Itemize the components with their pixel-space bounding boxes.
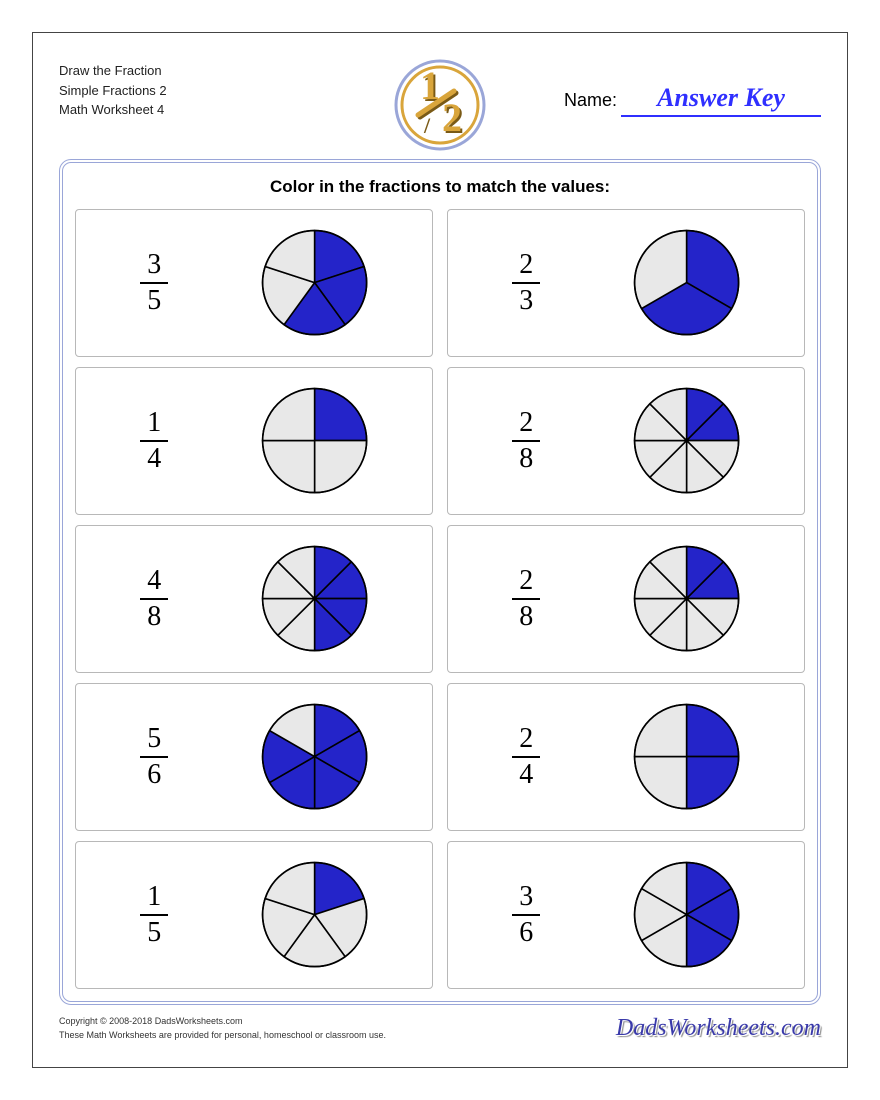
fraction-pie [633, 861, 740, 968]
name-field: Name: Answer Key [564, 59, 821, 117]
problem-cell: 15 [75, 841, 433, 989]
fraction-numerator: 2 [515, 409, 537, 440]
footer-text: Copyright © 2008-2018 DadsWorksheets.com… [59, 1015, 386, 1042]
fraction-numerator: 5 [143, 725, 165, 756]
fraction-pie [261, 545, 368, 652]
fraction-label: 35 [140, 251, 168, 315]
fraction-label: 28 [512, 409, 540, 473]
fraction-denominator: 4 [515, 758, 537, 789]
fraction-numerator: 1 [143, 883, 165, 914]
problem-cell: 28 [447, 525, 805, 673]
header-title-block: Draw the Fraction Simple Fractions 2 Mat… [59, 59, 167, 120]
fraction-label: 24 [512, 725, 540, 789]
footer: Copyright © 2008-2018 DadsWorksheets.com… [59, 1015, 821, 1042]
fraction-numerator: 1 [143, 409, 165, 440]
problem-cell: 56 [75, 683, 433, 831]
fraction-pie [261, 229, 368, 336]
name-value: Answer Key [621, 83, 821, 117]
fraction-label: 15 [140, 883, 168, 947]
fraction-denominator: 8 [515, 442, 537, 473]
half-fraction-icon: 1 1 / 2 2 [394, 59, 486, 151]
fraction-numerator: 3 [143, 251, 165, 282]
fraction-denominator: 6 [143, 758, 165, 789]
header: Draw the Fraction Simple Fractions 2 Mat… [59, 59, 821, 159]
problem-cell: 36 [447, 841, 805, 989]
fraction-denominator: 8 [143, 600, 165, 631]
fraction-numerator: 2 [515, 567, 537, 598]
fraction-numerator: 2 [515, 251, 537, 282]
fraction-numerator: 3 [515, 883, 537, 914]
header-line1: Draw the Fraction [59, 61, 167, 81]
fraction-numerator: 4 [143, 567, 165, 598]
fraction-pie [633, 229, 740, 336]
fraction-label: 36 [512, 883, 540, 947]
fraction-pie [261, 387, 368, 494]
problem-grid: 35231428482856241536 [75, 209, 805, 989]
header-line2: Simple Fractions 2 [59, 81, 167, 101]
fraction-numerator: 2 [515, 725, 537, 756]
worksheet-page: Draw the Fraction Simple Fractions 2 Mat… [32, 32, 848, 1068]
problem-cell: 23 [447, 209, 805, 357]
problem-cell: 28 [447, 367, 805, 515]
problem-cell: 24 [447, 683, 805, 831]
content-frame: Color in the fractions to match the valu… [59, 159, 821, 1005]
logo-badge: 1 1 / 2 2 [394, 59, 486, 156]
header-line3: Math Worksheet 4 [59, 100, 167, 120]
fraction-label: 48 [140, 567, 168, 631]
fraction-pie [261, 703, 368, 810]
fraction-denominator: 6 [515, 916, 537, 947]
problem-cell: 14 [75, 367, 433, 515]
fraction-denominator: 5 [143, 284, 165, 315]
fraction-label: 28 [512, 567, 540, 631]
problem-cell: 48 [75, 525, 433, 673]
problem-cell: 35 [75, 209, 433, 357]
fraction-denominator: 5 [143, 916, 165, 947]
footer-brand: DadsWorksheets.com [616, 1015, 821, 1042]
footer-copyright: Copyright © 2008-2018 DadsWorksheets.com [59, 1015, 386, 1029]
fraction-pie [633, 545, 740, 652]
fraction-denominator: 3 [515, 284, 537, 315]
footer-note: These Math Worksheets are provided for p… [59, 1029, 386, 1043]
fraction-pie [261, 861, 368, 968]
fraction-label: 14 [140, 409, 168, 473]
instructions: Color in the fractions to match the valu… [75, 177, 805, 197]
fraction-denominator: 8 [515, 600, 537, 631]
fraction-label: 56 [140, 725, 168, 789]
name-label: Name: [564, 90, 617, 111]
fraction-pie [633, 387, 740, 494]
fraction-denominator: 4 [143, 442, 165, 473]
fraction-pie [633, 703, 740, 810]
fraction-label: 23 [512, 251, 540, 315]
